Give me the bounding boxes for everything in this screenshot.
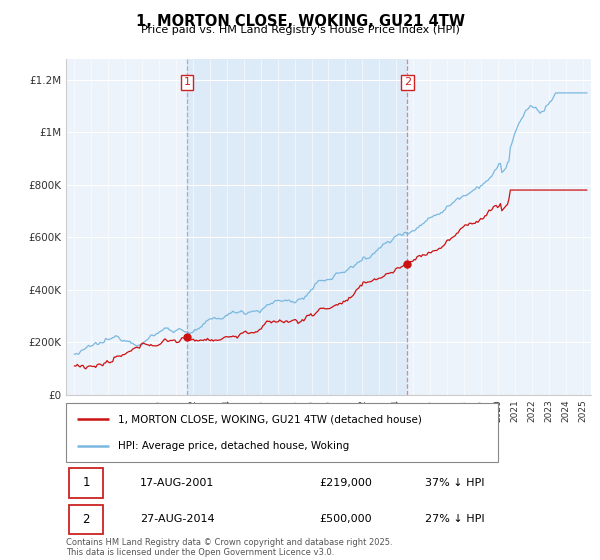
Text: 1: 1 bbox=[184, 77, 190, 87]
Text: 2: 2 bbox=[82, 513, 90, 526]
Text: 27% ↓ HPI: 27% ↓ HPI bbox=[425, 515, 485, 524]
Text: 1, MORTON CLOSE, WOKING, GU21 4TW (detached house): 1, MORTON CLOSE, WOKING, GU21 4TW (detac… bbox=[118, 414, 422, 424]
Text: HPI: Average price, detached house, Woking: HPI: Average price, detached house, Woki… bbox=[118, 441, 349, 451]
Text: 1: 1 bbox=[82, 477, 90, 489]
Bar bbox=[187, 59, 407, 395]
FancyBboxPatch shape bbox=[68, 505, 103, 534]
Text: Contains HM Land Registry data © Crown copyright and database right 2025.
This d: Contains HM Land Registry data © Crown c… bbox=[66, 538, 392, 557]
Text: £500,000: £500,000 bbox=[319, 515, 372, 524]
Text: 1, MORTON CLOSE, WOKING, GU21 4TW: 1, MORTON CLOSE, WOKING, GU21 4TW bbox=[136, 14, 464, 29]
Text: £219,000: £219,000 bbox=[319, 478, 373, 488]
Text: Price paid vs. HM Land Registry's House Price Index (HPI): Price paid vs. HM Land Registry's House … bbox=[140, 25, 460, 35]
FancyBboxPatch shape bbox=[66, 403, 498, 462]
Text: 17-AUG-2001: 17-AUG-2001 bbox=[140, 478, 214, 488]
FancyBboxPatch shape bbox=[68, 468, 103, 498]
Text: 2: 2 bbox=[404, 77, 411, 87]
Text: 37% ↓ HPI: 37% ↓ HPI bbox=[425, 478, 485, 488]
Text: 27-AUG-2014: 27-AUG-2014 bbox=[140, 515, 215, 524]
